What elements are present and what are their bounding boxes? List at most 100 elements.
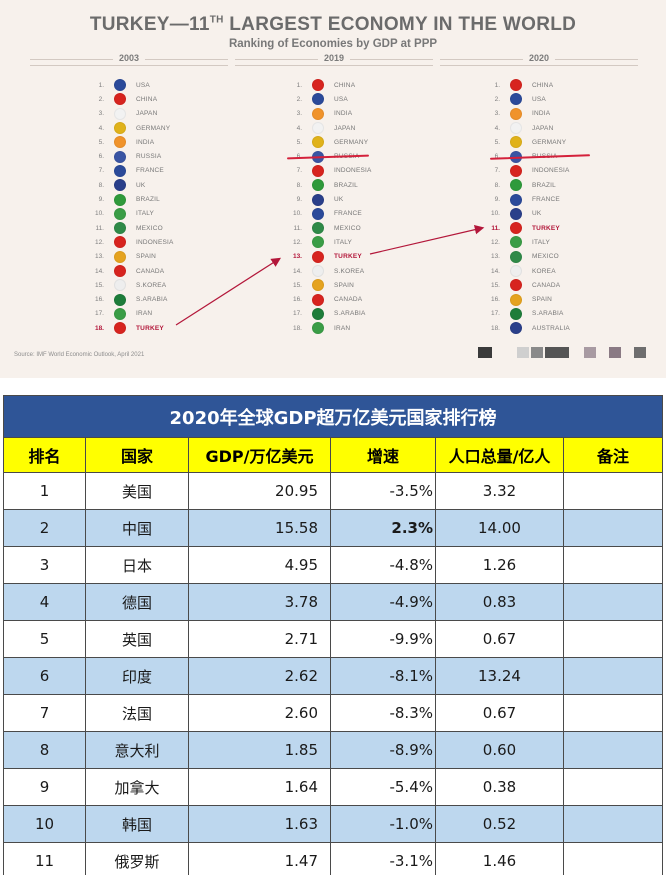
cell-rank: 4 [3,583,86,621]
rank-list-2020: 1.CHINA2.USA3.INDIA4.JAPAN5.GERMANY6.RUS… [480,78,650,335]
rank-country: BRAZIL [334,181,358,189]
rank-number: 17. [490,310,500,318]
rank-number: 7. [494,167,500,175]
flag-icon [510,250,522,263]
cell-rank: 9 [3,768,86,806]
rank-country: ITALY [532,238,551,246]
rank-number: 4. [98,124,104,132]
cell-note [562,805,664,843]
flag-icon [114,79,126,92]
rank-country: BRAZIL [532,181,556,189]
rank-country: INDONESIA [334,167,372,175]
rank-row: 9. FRANCE [480,192,650,206]
rank-country: TURKEY [136,324,164,332]
cell-note [562,509,664,547]
flag-icon [510,107,522,120]
rank-number: 16. [490,296,500,304]
cell-growth: -8.1% [330,657,436,695]
cell-growth: -8.3% [330,694,436,732]
rank-row: 15. CANADA [480,278,650,292]
rank-row: 5. INDIA [84,135,254,149]
logo-block [517,347,529,358]
flag-icon [312,322,324,335]
cell-population: 13.24 [435,657,564,695]
flag-icon [114,236,126,249]
cell-note [562,657,664,695]
rank-country: USA [136,81,150,89]
rank-row: 8. UK [84,178,254,192]
rank-row: 1. CHINA [282,78,452,92]
rank-number: 18. [94,324,104,332]
cell-gdp: 1.63 [188,805,331,843]
cell-country: 美国 [85,472,189,510]
cell-population: 0.52 [435,805,564,843]
flag-icon [510,79,522,92]
rank-number: 10. [292,210,302,218]
cell-rank: 7 [3,694,86,732]
rank-country: BRAZIL [136,196,160,204]
rank-number: 3. [494,110,500,118]
flag-icon [312,207,324,220]
rank-number: 15. [94,281,104,289]
table-body: 1 美国 20.95 -3.5% 3.32 2 中国 15.58 2.3% 14.00 3 日本 4.9… [3,472,664,875]
rank-country: FRANCE [532,196,560,204]
flag-icon [510,307,522,320]
header-growth: 增速 [330,437,436,473]
year-header-2003: 2003 [30,53,228,66]
rank-number: 11. [293,224,302,232]
rank-number: 5. [98,138,104,146]
rank-number: 17. [94,310,104,318]
rank-row: 12. ITALY [480,235,650,249]
cell-population: 0.83 [435,583,564,621]
rank-country: ITALY [334,238,353,246]
cell-country: 法国 [85,694,189,732]
cell-gdp: 1.64 [188,768,331,806]
cell-gdp: 4.95 [188,546,331,584]
rank-number: 4. [296,124,302,132]
rank-row: 5. GERMANY [480,135,650,149]
rank-row: 17. S.ARABIA [282,307,452,321]
rank-number: 16. [292,296,302,304]
rank-number: 2. [494,95,500,103]
rank-row: 11. MEXICO [282,221,452,235]
rank-row: 3. INDIA [480,107,650,121]
rank-number: 2. [296,95,302,103]
rank-country: MEXICO [136,224,163,232]
table-row: 2 中国 15.58 2.3% 14.00 [3,509,664,547]
cell-population: 14.00 [435,509,564,547]
cell-population: 0.67 [435,620,564,658]
rank-number: 9. [296,196,302,204]
rank-number: 1. [98,81,104,89]
infographic-source: Source: IMF World Economic Outlook, Apri… [14,352,145,358]
rank-row: 18. IRAN [282,321,452,335]
rank-list-2003: 1. USA 2. CHINA 3. JAPAN 4. GERMANY 5. INDIA 6. RUS… [84,78,254,335]
year-header-2019: 2019 [235,53,433,66]
flag-icon [510,265,522,277]
flag-icon [114,207,126,220]
rank-number: 11. [491,224,500,232]
rank-country: USA [532,95,546,103]
rank-row: 7. INDONESIA [480,164,650,178]
rank-number: 16. [94,296,104,304]
cell-gdp: 2.62 [188,657,331,695]
rank-country: GERMANY [532,138,567,146]
cell-growth: -3.1% [330,842,436,875]
rank-number: 11. [95,224,104,232]
rank-country: CANADA [334,296,363,304]
flag-icon [312,250,324,263]
rank-row: 15. S.KOREA [84,278,254,292]
logo-block [545,347,569,358]
flag-icon [114,107,126,120]
cell-gdp: 1.47 [188,842,331,875]
rank-row: 6. RUSSIA [84,149,254,163]
cell-rank: 5 [3,620,86,658]
table-row: 1 美国 20.95 -3.5% 3.32 [3,472,664,510]
rank-country: CANADA [136,267,165,275]
rank-row: 17. S.ARABIA [480,307,650,321]
cell-population: 1.26 [435,546,564,584]
cell-note [562,546,664,584]
flag-icon [114,250,126,263]
rank-row: 18. TURKEY [84,321,254,335]
rank-number: 8. [98,181,104,189]
gdp-ranking-table: 2020年全球GDP超万亿美元国家排行榜 排名 国家 GDP/万亿美元 增速 人… [2,395,664,875]
